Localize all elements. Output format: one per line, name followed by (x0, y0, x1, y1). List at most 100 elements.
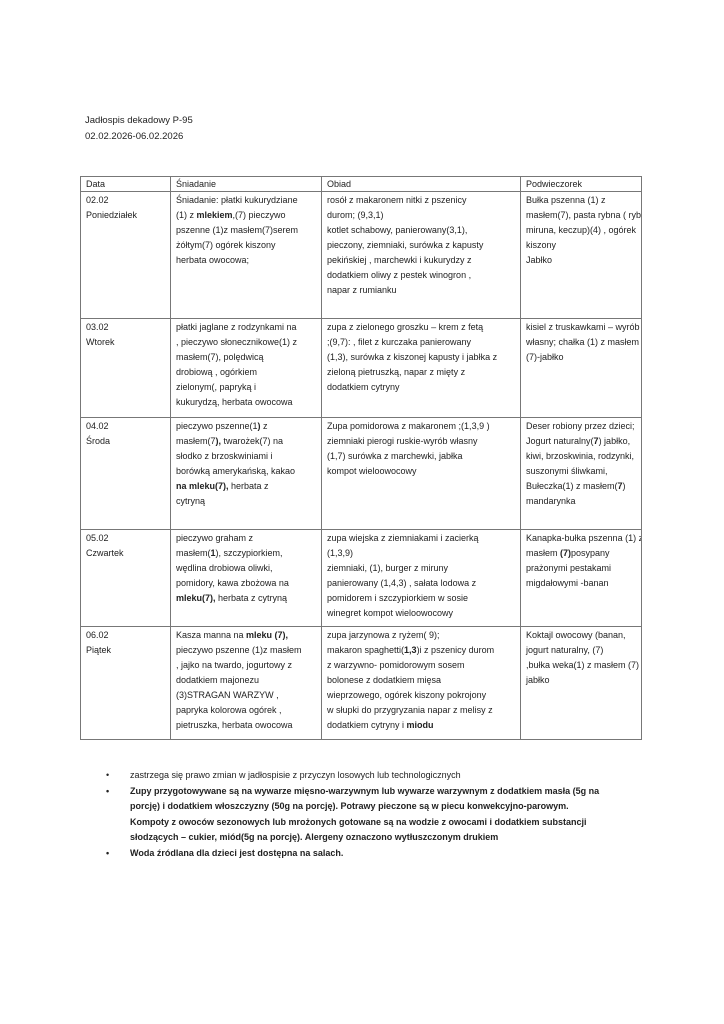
text-segment: , jajko na twardo, jogurtowy z (176, 660, 293, 670)
bullet-icon: • (106, 785, 110, 796)
cell-line: Deser robiony przez dzieci; (526, 419, 636, 434)
text-segment: z (260, 421, 268, 431)
cell-line: pszenne (1)z masłem(7)serem (176, 223, 316, 238)
cell-line: słodko z brzoskwiniami i (176, 449, 316, 464)
cell-line: ;(9,7): , filet z kurczaka panierowany (327, 335, 515, 350)
text-segment: herbata z cytryną (215, 593, 288, 603)
note-text: Zupy przygotowywane są na wywarze mięsno… (130, 785, 600, 796)
text-segment: dodatkiem oliwy z pestek winogron , (327, 270, 472, 280)
text-segment: makaron spaghetti( (327, 645, 405, 655)
day-name: Piątek (86, 645, 112, 655)
cell-line: zupa jarzynowa z ryżem( 9); (327, 628, 515, 643)
cell-line: masłem (7)posypany (526, 546, 636, 561)
text-segment: słodko z brzoskwiniami i (176, 451, 273, 461)
date-range: 02.02.2026-06.02.2026 (85, 131, 184, 142)
text-segment: mandarynka (526, 496, 576, 506)
text-segment: zupa wiejska z ziemniakami i zacierką (327, 533, 479, 543)
date-cell: 03.02 Wtorek (80, 318, 171, 418)
text-segment: Kasza manna na (176, 630, 247, 640)
menu-table: Data Śniadanie Obiad Podwieczorek 02.02 P… (80, 176, 642, 740)
lunch-cell: rosół z makaronem nitki z pszenicy durom;… (321, 191, 521, 319)
text-segment: durom; (9,3,1) (327, 210, 384, 220)
cell-line: masłem(7), pasta rybna ( ryba (526, 208, 641, 223)
cell-line: migdałowymi -banan (526, 576, 636, 591)
breakfast-cell: Śniadanie: płatki kukurydziane (1) z mlek… (170, 191, 322, 319)
text-segment: Kanapka-bułka pszenna (1) z (526, 533, 642, 543)
cell-line: napar z rumianku (327, 283, 515, 298)
cell-line: kiszony (526, 238, 636, 253)
cell-line: (1,3), surówka z kiszonej kapusty i jabł… (327, 350, 515, 365)
text-segment: (1,3,9) (327, 548, 354, 558)
allergen-bold-text: mleku (7), (246, 630, 289, 640)
day-name: Środa (86, 436, 111, 446)
cell-line: masłem(7), twarożek(7) na (176, 434, 316, 449)
text-segment: żółtym(7) ogórek kiszony (176, 240, 276, 250)
text-segment: cytryną (176, 496, 206, 506)
cell-line: pekińskiej , marchewki i kukurydzy z (327, 253, 515, 268)
text-segment: pomidory, kawa zbożowa na (176, 578, 289, 588)
cell-line: kotlet schabowy, panierowany(3,1), (327, 223, 515, 238)
cell-line: pietruszka, herbata owocowa (176, 718, 316, 733)
text-segment: jogurt naturalny, (7) (526, 645, 604, 655)
allergen-bold-text: (7) (560, 548, 572, 558)
text-segment: pieczony, ziemniaki, surówka z kapusty (327, 240, 484, 250)
note-item: • Zupy przygotowywane są na wywarze mięsn… (100, 784, 640, 846)
cell-line: pomidory, kawa zbożowa na (176, 576, 316, 591)
table-row: 05.02 Czwartek pieczywo graham z masłem(1),… (80, 529, 642, 627)
cell-line: dodatkiem majonezu (176, 673, 316, 688)
text-segment: migdałowymi -banan (526, 578, 609, 588)
allergen-bold-text: ) (257, 421, 261, 431)
text-segment: wieprzowego, ogórek kiszony pokrojony (327, 690, 487, 700)
text-segment: pomidorem i szczypiorkiem w sosie (327, 593, 469, 603)
text-segment: borówką amerykańską, kakao (176, 466, 296, 476)
text-segment: kotlet schabowy, panierowany(3,1), (327, 225, 468, 235)
cell-line: mandarynka (526, 494, 636, 509)
lunch-cell: zupa wiejska z ziemniakami i zacierką (1,… (321, 529, 521, 627)
text-segment: herbata z (228, 481, 269, 491)
cell-line: ,bułka weka(1) z masłem (7) (526, 658, 640, 673)
cell-line: Jogurt naturalny(7) jabłko, (526, 434, 636, 449)
allergen-bold-text: 1,3 (404, 645, 417, 655)
text-segment: drobiową , ogórkiem (176, 367, 258, 377)
text-segment: ) jabłko, (598, 436, 631, 446)
bullet-icon: • (106, 847, 110, 858)
snack-cell: Kanapka-bułka pszenna (1) z masłem (7)pos… (520, 529, 642, 627)
cell-line: w słupki do przygryzania napar z melisy … (327, 703, 515, 718)
table-header-row: Data Śniadanie Obiad Podwieczorek (80, 176, 642, 192)
text-segment: twarożek(7) na (221, 436, 284, 446)
cell-line: jogurt naturalny, (7) (526, 643, 636, 658)
allergen-bold-text: mlekiem (196, 210, 233, 220)
column-header-snack: Podwieczorek (520, 176, 642, 192)
lunch-cell: Zupa pomidorowa z makaronem ;(1,3,9 ) zie… (321, 417, 521, 530)
note-text: zastrzega się prawo zmian w jadłospisie … (130, 770, 461, 780)
cell-line: , pieczywo słonecznikowe(1) z (176, 335, 316, 350)
column-header-lunch: Obiad (321, 176, 521, 192)
text-segment: (3)STRAGAN WARZYW , (176, 690, 279, 700)
day-name: Wtorek (86, 337, 115, 347)
cell-line: pieczywo pszenne(1) z (176, 419, 316, 434)
cell-line: kompot wieloowocowy (327, 464, 515, 479)
cell-line: drobiową , ogórkiem (176, 365, 316, 380)
table-row: 03.02 Wtorek płatki jaglane z rodzynkami n… (80, 318, 642, 418)
cell-line: mleku(7), herbata z cytryną (176, 591, 316, 606)
day-date: 06.02 (86, 630, 109, 640)
table-row: 04.02 Środa pieczywo pszenne(1) z masłem(7)… (80, 417, 642, 530)
cell-line: (1,3,9) (327, 546, 515, 561)
text-segment: własny; chałka (1) z masłem (526, 337, 640, 347)
snack-cell: Deser robiony przez dzieci; Jogurt natura… (520, 417, 642, 530)
text-segment: Bułka pszenna (1) z (526, 195, 606, 205)
allergen-bold-text: ), (215, 436, 222, 446)
text-segment: ,bułka weka(1) z masłem (7) (526, 660, 640, 670)
breakfast-cell: pieczywo pszenne(1) z masłem(7), twarożek… (170, 417, 322, 530)
breakfast-cell: pieczywo graham z masłem(1), szczypiorkie… (170, 529, 322, 627)
cell-line: ziemniaki, (1), burger z miruny (327, 561, 515, 576)
text-segment: ziemniaki pierogi ruskie-wyrób własny (327, 436, 478, 446)
snack-cell: kisiel z truskawkami – wyrób własny; chał… (520, 318, 642, 418)
allergen-bold-text: mleku(7), (176, 593, 216, 603)
note-text: Woda źródlana dla dzieci jest dostępna n… (130, 847, 344, 858)
cell-line: zielonym(, papryką i (176, 380, 316, 395)
notes-list: • zastrzega się prawo zmian w jadłospisi… (100, 768, 640, 861)
cell-line: (1) z mlekiem,(7) pieczywo (176, 208, 316, 223)
cell-line: dodatkiem oliwy z pestek winogron , (327, 268, 515, 283)
cell-line: (7)-jabłko (526, 350, 636, 365)
